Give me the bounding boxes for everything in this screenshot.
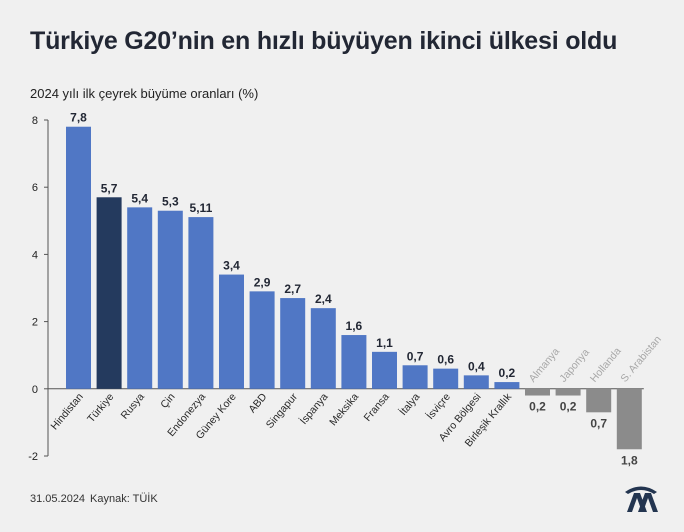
category-label: Almanya [527,346,563,385]
footer-date: 31.05.2024 [30,493,86,505]
bars [66,126,642,450]
category-label: S. Arabistan [618,334,664,385]
y-tick-label: 4 [32,249,38,261]
bar [127,207,153,389]
value-label: 1,1 [376,336,393,350]
bar [157,210,183,389]
y-tick-label: 6 [32,182,38,194]
category-label: Japonya [557,346,592,384]
bar [96,197,122,389]
category-label: Türkiye [85,391,116,425]
value-label: 1,8 [621,453,638,467]
aa-logo-icon [625,486,658,512]
value-label: 5,4 [131,191,148,205]
value-label: 5,11 [190,201,213,215]
value-label: 5,7 [101,181,118,195]
value-label: 2,9 [254,275,271,289]
value-label: 0,2 [560,400,577,414]
value-labels: 7,8 5,7 5,4 5,3 5,11 3,4 2,9 2,7 2,4 1,6 1,1 0,7 0,6… [70,111,638,468]
bar [372,351,397,389]
value-label: 0,7 [407,349,424,363]
category-label: Singapur [264,391,301,431]
category-label: Hollanda [588,345,624,385]
value-label: 0,2 [529,400,546,414]
bar [310,308,336,389]
chart-subtitle: 2024 yılı ilk çeyrek büyüme oranları (%) [30,86,259,101]
category-label: Çin [158,391,177,411]
y-tick-label: 8 [32,115,38,127]
value-label: 0,7 [590,416,607,430]
category-label: Meksika [327,391,361,428]
value-label: 2,4 [315,292,332,306]
value-label: 3,4 [223,259,240,273]
category-label: Fransa [362,391,392,424]
value-label: 0,6 [437,353,454,367]
bar [249,291,275,389]
bar [616,388,642,450]
category-label: İtalya [396,390,422,418]
category-label: Hindistan [48,391,85,432]
category-label: İsviçre [424,390,454,422]
y-tick-label: 2 [32,317,38,329]
bar [66,126,91,389]
value-label: 5,3 [162,195,179,209]
bar [280,298,306,389]
value-label: 2,7 [284,282,301,296]
bar [586,388,612,413]
footer-source: Kaynak: TÜİK [90,493,158,505]
bar [219,274,244,389]
bar [555,388,581,396]
bar [525,388,550,396]
bar [402,365,428,389]
chart-title: Türkiye G20’nin en hızlı büyüyen ikinci … [30,27,618,55]
y-tick-label: -2 [28,451,38,463]
value-label: 0,4 [468,359,485,373]
value-label: 1,6 [346,319,363,333]
bar [433,368,459,389]
value-label: 0,2 [499,366,516,380]
bar [188,217,214,389]
bar [341,335,367,389]
bar [463,375,489,389]
value-label: 7,8 [70,111,87,125]
category-label: Rusya [119,391,147,422]
category-label: İspanya [297,390,331,427]
bar [494,382,520,389]
category-label: ABD [246,391,269,416]
y-tick-label: 0 [32,384,38,396]
